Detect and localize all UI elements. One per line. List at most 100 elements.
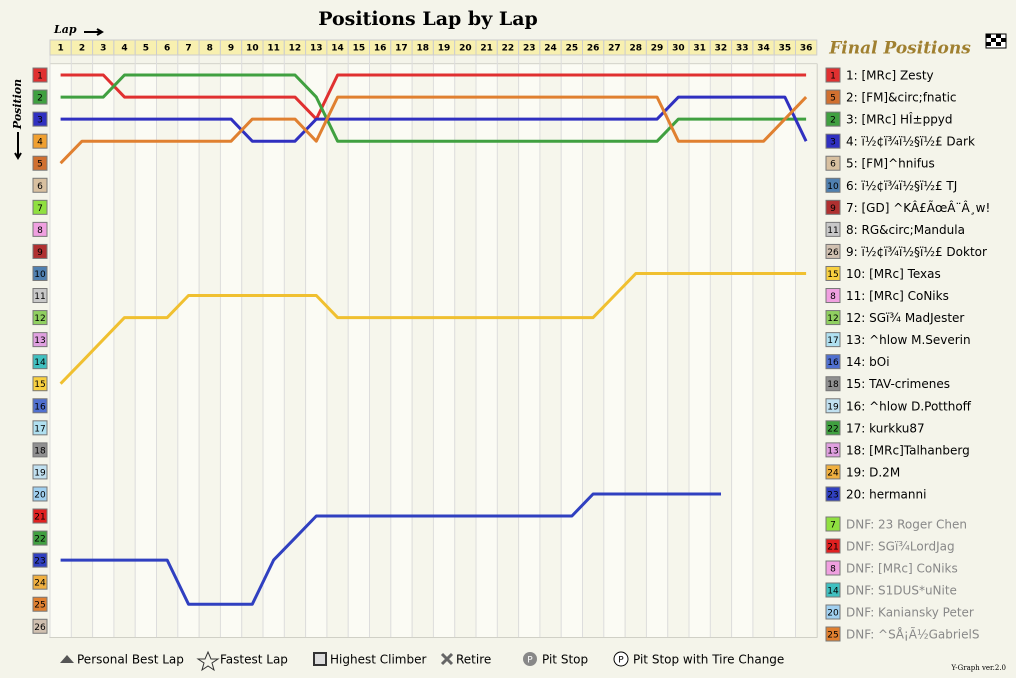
final-start-box [825, 243, 841, 259]
final-start-number: 16 [827, 358, 839, 368]
lap-column [156, 63, 179, 638]
final-name: 9: ï½¢ï¾ï½§ï½£ Doktor [846, 245, 987, 259]
lap-column [347, 63, 370, 638]
legend-label: Fastest Lap [220, 653, 288, 667]
final-start-box [825, 464, 841, 480]
final-start-box [825, 199, 841, 215]
position-number: 10 [34, 270, 46, 280]
final-name: 5: [FM]^hnifus [846, 157, 935, 171]
final-start-box [825, 177, 841, 193]
lap-column [773, 63, 796, 638]
lap-label: 8 [207, 44, 213, 54]
version: Y-Graph ver.2.0 [950, 664, 1006, 672]
position-number: 9 [37, 248, 43, 258]
lap-column [390, 63, 413, 638]
final-name: 15: TAV-crimenes [846, 377, 950, 391]
position-box [32, 398, 48, 414]
position-box [32, 486, 48, 502]
final-name: 18: [MRc]Talhanberg [846, 443, 970, 457]
final-start-number: 8 [830, 292, 836, 302]
lap-label: 1 [58, 44, 64, 54]
position-number: 7 [37, 204, 43, 214]
lap-column [624, 63, 647, 638]
position-number: 4 [37, 138, 43, 148]
lap-column [560, 63, 583, 638]
final-start-box [825, 288, 841, 304]
lap-label: 32 [715, 44, 728, 54]
lap-label: 18 [416, 44, 429, 54]
lap-column [241, 63, 264, 638]
final-start-number: 24 [827, 468, 839, 478]
position-box [32, 221, 48, 237]
lap-label: 16 [374, 44, 387, 54]
lap-column [646, 63, 668, 638]
dnf-start-number: 14 [827, 587, 839, 597]
lap-label: 10 [246, 44, 259, 54]
position-box [32, 354, 48, 370]
legend: P P [60, 650, 629, 672]
lap-label: 33 [736, 44, 749, 54]
lap-column [113, 63, 136, 638]
lap-label: 11 [267, 44, 280, 54]
lap-label: 28 [629, 44, 642, 54]
driver-line [60, 73, 807, 121]
final-start-number: 18 [827, 380, 839, 390]
lap-label: 19 [438, 44, 451, 54]
position-box [32, 288, 48, 304]
lap-column [603, 63, 626, 638]
final-start-number: 11 [827, 226, 838, 236]
final-name: 3: [MRc] HÎ±ppyd [846, 112, 953, 127]
svg-text:P: P [618, 656, 624, 666]
lap-label: 20 [459, 44, 472, 54]
lap-column [710, 63, 732, 638]
position-number: 22 [34, 535, 45, 545]
position-number: 11 [34, 292, 45, 302]
final-name: 16: ^hlow D.Potthoff [846, 399, 972, 413]
lap-column [475, 63, 498, 638]
lap-label: 25 [566, 44, 579, 54]
final-start-number: 9 [830, 204, 836, 214]
position-box [32, 530, 48, 546]
legend-label: Pit Stop with Tire Change [633, 653, 784, 667]
position-box [32, 133, 48, 149]
final-start-box [825, 265, 841, 281]
final-title: Final Positions [828, 39, 971, 59]
position-number: 21 [34, 513, 45, 523]
lap-column [539, 63, 562, 638]
position-number: 18 [34, 446, 46, 456]
final-start-number: 13 [827, 446, 838, 456]
final-start-number: 3 [830, 138, 836, 148]
dnf-start-number: 20 [827, 609, 839, 619]
final-start-box [825, 111, 841, 127]
y-arrow [14, 132, 22, 160]
final-name: 19: D.2M [846, 465, 900, 479]
position-number: 5 [37, 160, 43, 170]
position-box [32, 596, 48, 612]
lap-column [752, 63, 775, 638]
position-number: 23 [34, 557, 45, 567]
position-number: 19 [34, 468, 46, 478]
lap-label: 34 [757, 44, 770, 54]
lap-label: 17 [395, 44, 408, 54]
legend-label: Retire [456, 653, 491, 667]
final-start-box [825, 221, 841, 237]
position-box [32, 464, 48, 480]
final-name: 7: [GD] ^KÂ£ÃœÂ¨Â¸w! [846, 200, 990, 215]
position-box [32, 89, 48, 105]
final-start-number: 1 [830, 72, 836, 82]
final-name: 4: ï½¢ï¾ï½§ï½£ Dark [846, 135, 975, 149]
final-start-box [825, 354, 841, 370]
final-name: 17: kurkku87 [846, 421, 925, 435]
position-number: 2 [37, 94, 43, 104]
position-number: 1 [37, 72, 43, 82]
position-number: 12 [34, 314, 45, 324]
position-box [32, 508, 48, 524]
lap-label: 7 [185, 44, 191, 54]
dnf-start-box [825, 516, 841, 532]
lap-label: 3 [100, 44, 106, 54]
driver-line [60, 73, 807, 143]
lap-column [177, 63, 200, 638]
lap-label: 21 [480, 44, 493, 54]
final-name: 2: [FM]&circ;fnatic [846, 91, 957, 105]
dnf-start-box [825, 626, 841, 642]
